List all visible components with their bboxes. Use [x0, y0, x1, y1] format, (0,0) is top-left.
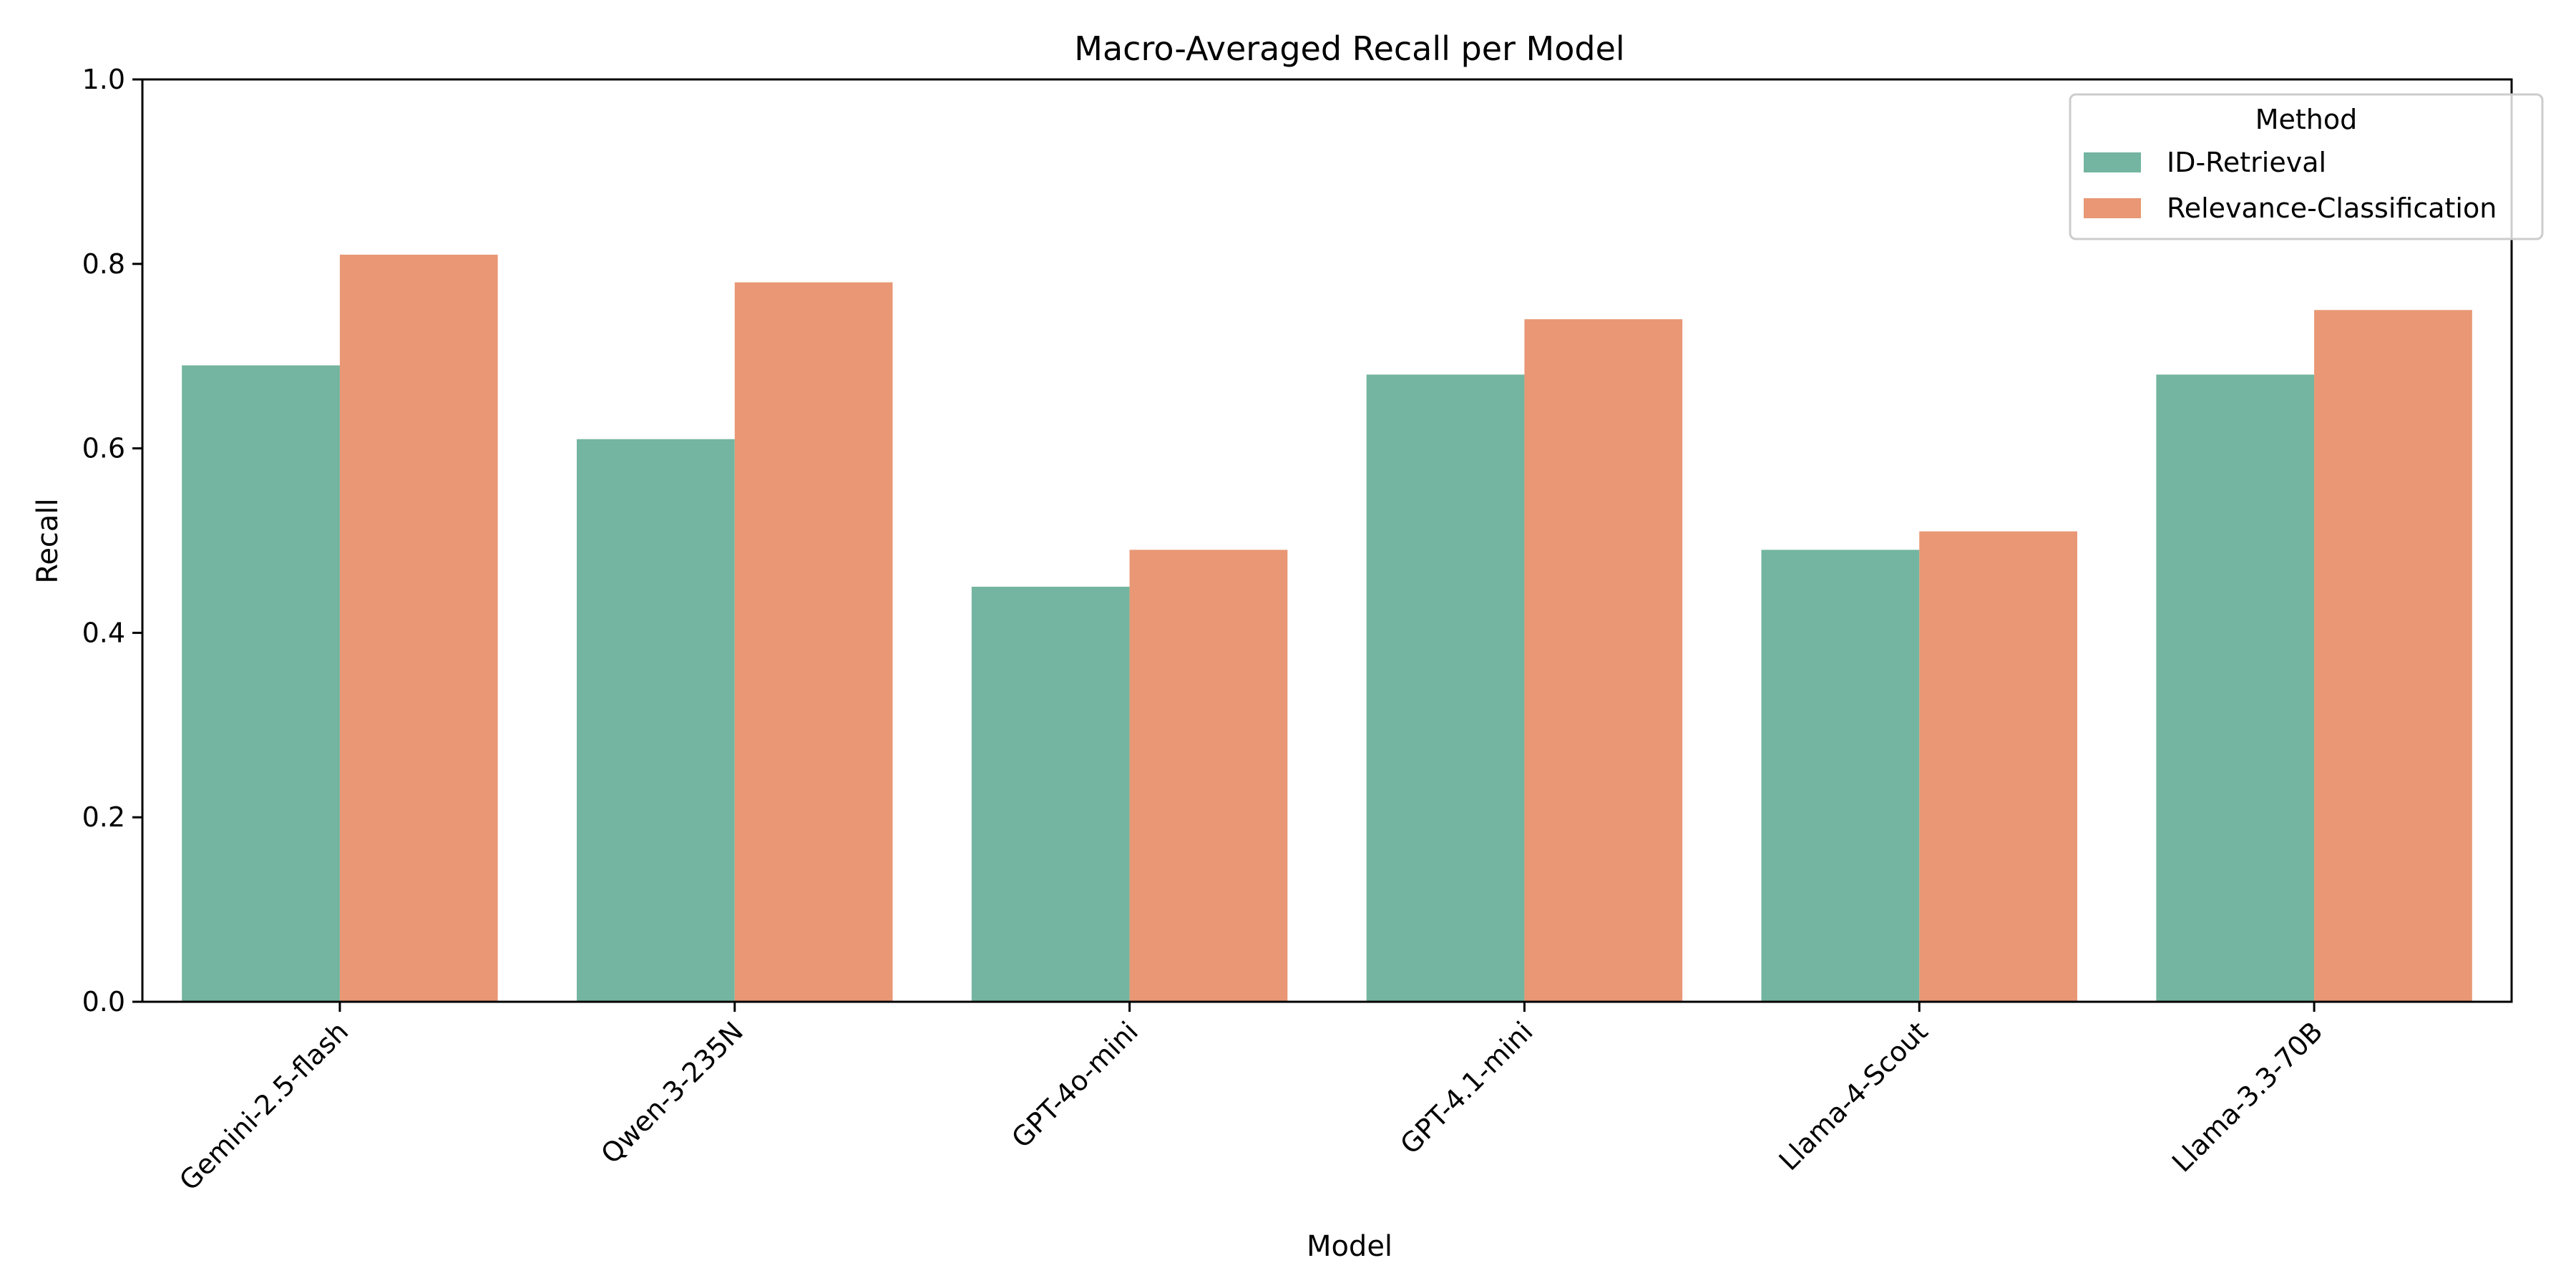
- y-axis-label: Recall: [31, 498, 64, 583]
- x-tick-label: Qwen-3-235N: [595, 1015, 749, 1170]
- x-axis-label: Model: [1307, 1230, 1392, 1263]
- legend-swatch: [2084, 198, 2141, 218]
- legend-frame: [2069, 93, 2544, 240]
- legend-label: Relevance-Classification: [2167, 192, 2497, 224]
- bar-relevance-classification-5: [2314, 310, 2472, 1002]
- y-tick-label: 1.0: [82, 64, 125, 95]
- legend-label: ID-Retrieval: [2167, 147, 2326, 178]
- bar-relevance-classification-1: [734, 282, 893, 1002]
- legend-title: Method: [2255, 104, 2358, 135]
- bar-id-retrieval-4: [1761, 550, 1920, 1002]
- bar-relevance-classification-0: [339, 254, 498, 1002]
- y-tick-label: 0.6: [82, 433, 125, 464]
- y-tick-label: 0.8: [82, 248, 125, 280]
- y-tick-label: 0.2: [82, 801, 125, 833]
- bar-relevance-classification-4: [1919, 531, 2077, 1002]
- bar-id-retrieval-3: [1366, 374, 1525, 1002]
- y-axis: 0.0 0.2 0.4 0.6 0.8 1.0: [82, 64, 142, 1018]
- x-tick-label: GPT-4o-mini: [1005, 1015, 1144, 1154]
- legend: Method ID-Retrieval Relevance-Classificat…: [2069, 93, 2544, 240]
- plot-frame: [141, 78, 2513, 1003]
- bar-id-retrieval-1: [577, 439, 735, 1002]
- bar-relevance-classification-3: [1524, 319, 1683, 1002]
- x-tick-label: Llama-3.3-70B: [2166, 1015, 2328, 1178]
- y-tick-label: 0.0: [82, 986, 125, 1018]
- x-tick-label: Gemini-2.5-flash: [173, 1015, 354, 1196]
- x-tick-label: GPT-4.1-mini: [1394, 1015, 1538, 1160]
- bar-id-retrieval-0: [182, 365, 340, 1002]
- y-tick-label: 0.4: [82, 617, 125, 648]
- x-tick-label: Llama-4-Scout: [1773, 1015, 1934, 1176]
- bar-id-retrieval-5: [2156, 374, 2315, 1002]
- legend-swatch: [2084, 152, 2141, 172]
- x-axis: Gemini-2.5-flash Qwen-3-235N GPT-4o-mini GP…: [173, 1002, 2328, 1196]
- bar-id-retrieval-2: [971, 586, 1130, 1002]
- chart-title: Macro-Averaged Recall per Model: [1074, 29, 1624, 68]
- bars-group: [182, 254, 2472, 1002]
- bar-relevance-classification-2: [1129, 550, 1288, 1002]
